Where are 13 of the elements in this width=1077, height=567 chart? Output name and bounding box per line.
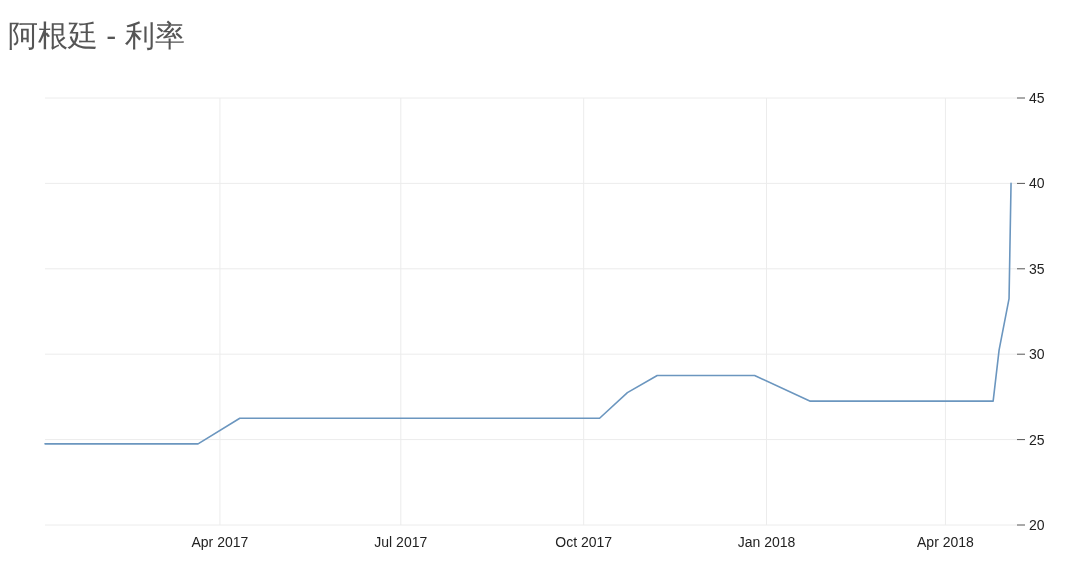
x-tick-label: Apr 2018 (917, 534, 975, 550)
chart-title: 阿根廷 - 利率 (8, 19, 185, 52)
x-tick-label: Oct 2017 (555, 534, 613, 550)
line-series (44, 182, 1012, 445)
y-tick-label: 40 (1029, 175, 1045, 192)
y-tick-label: 30 (1029, 346, 1045, 363)
x-tick-label: Jan 2018 (737, 534, 796, 550)
x-tick-label: Jul 2017 (374, 534, 428, 550)
x-tick-label: Apr 2017 (191, 534, 249, 550)
y-tick-label: 20 (1029, 517, 1045, 533)
y-tick-label: 35 (1029, 260, 1045, 277)
y-tick-label: 25 (1029, 431, 1045, 448)
y-tick-label: 45 (1029, 90, 1045, 106)
